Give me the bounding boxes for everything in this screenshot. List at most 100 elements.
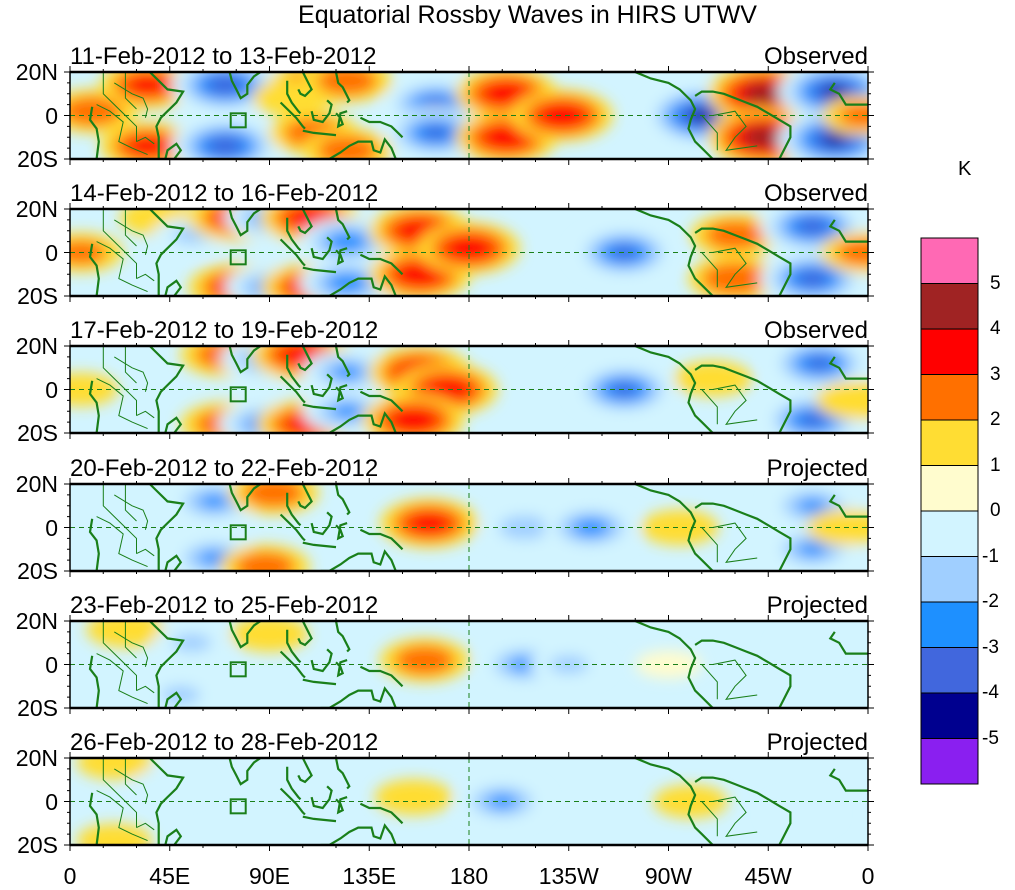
country-border: [712, 384, 758, 425]
colorbar-swatch: [920, 647, 979, 694]
country-border: [114, 219, 149, 255]
anomaly-contour: [611, 246, 637, 259]
region-box: [229, 249, 247, 266]
colorbar-unit-label: K: [958, 158, 972, 180]
country-border: [701, 801, 718, 837]
coastline: [634, 484, 714, 571]
panel-date-range: 26-Feb-2012 to 28-Feb-2012: [70, 729, 379, 756]
anomaly-contour: [132, 767, 207, 801]
colorbar-swatch: [920, 601, 979, 648]
x-tick-label: 180: [449, 863, 489, 889]
anomaly-contour: [407, 267, 433, 281]
anomaly-contour: [799, 413, 826, 427]
panel-status: Projected: [766, 729, 868, 756]
coastline: [335, 110, 348, 129]
panel-status: Projected: [766, 455, 868, 482]
y-tick-label: 20S: [17, 283, 58, 309]
coastline: [302, 266, 337, 274]
coastline: [164, 554, 183, 571]
coastline: [694, 639, 792, 708]
anomaly-contour: [797, 498, 828, 514]
anomaly-contour: [406, 511, 452, 535]
colorbar-tick-label: 2: [990, 409, 1001, 430]
coastline: [310, 373, 333, 398]
colorbar-tick-label: -4: [982, 682, 999, 703]
anomaly-contour: [400, 413, 427, 427]
coastline: [149, 209, 185, 296]
coastline: [359, 665, 404, 688]
region-box: [229, 798, 247, 815]
coastline: [228, 209, 262, 237]
region-box: [229, 524, 247, 541]
y-tick-label: 20N: [15, 333, 58, 359]
anomaly-contour: [394, 788, 434, 807]
anomaly-contour: [493, 87, 520, 101]
colorbar-swatch: [920, 738, 979, 785]
coastline: [297, 758, 313, 784]
country-border: [701, 252, 718, 288]
country-border: [712, 247, 758, 288]
coastline: [228, 346, 262, 374]
coastline: [310, 785, 333, 810]
coastline: [149, 72, 185, 159]
panel-status: Projected: [766, 592, 868, 619]
country-border: [102, 72, 137, 142]
coastline: [334, 346, 351, 378]
x-tick-label: 0: [63, 863, 77, 889]
colorbar-swatch: [920, 237, 979, 284]
anomaly-contour: [796, 218, 829, 235]
country-border: [96, 516, 148, 568]
coastline: [302, 129, 337, 137]
coastline: [310, 99, 333, 124]
map-panel-4: [70, 484, 868, 571]
coastline: [334, 72, 351, 104]
y-tick-label: 0: [45, 514, 58, 541]
country-border: [96, 790, 148, 842]
anomaly-contour: [693, 369, 733, 388]
region-box: [229, 661, 247, 678]
anomaly-contour: [434, 383, 460, 396]
country-border: [102, 484, 137, 554]
anomaly-contour: [742, 126, 785, 149]
coastline: [320, 411, 397, 433]
y-tick-label: 20N: [15, 196, 58, 222]
coastline: [279, 238, 306, 267]
coastline: [286, 766, 302, 801]
colorbar-tick-label: 5: [990, 272, 1001, 294]
coastline: [694, 776, 792, 845]
y-tick-label: 20N: [15, 608, 58, 634]
coastline: [359, 116, 404, 139]
map-panel-2: [70, 209, 868, 296]
map-panel-1: [70, 72, 868, 159]
colorbar-swatch: [920, 465, 979, 512]
coastline: [279, 787, 306, 816]
coastline: [359, 802, 404, 825]
y-tick-label: 0: [45, 102, 58, 129]
anomaly-contour: [660, 518, 700, 537]
anomaly-contour: [250, 559, 281, 571]
region-box: [229, 112, 247, 129]
x-tick-label: 0: [861, 863, 875, 889]
x-tick-label: 45E: [149, 863, 191, 889]
coastline: [359, 390, 404, 413]
coastline: [694, 227, 792, 296]
country-border: [701, 664, 718, 700]
y-tick-label: 0: [45, 376, 58, 403]
anomaly-contour: [250, 625, 289, 644]
country-border: [96, 653, 148, 705]
coastline: [828, 219, 868, 243]
anomaly-contour: [572, 518, 610, 537]
country-border: [712, 659, 758, 700]
coastline: [320, 686, 397, 708]
coastline: [335, 384, 348, 403]
coastline: [149, 484, 185, 571]
coastline: [334, 758, 351, 790]
anomaly-contour: [199, 494, 230, 509]
coastline: [164, 279, 183, 296]
x-tick-label: 45W: [744, 863, 792, 889]
coastline: [634, 621, 714, 708]
coastline: [164, 142, 183, 159]
panel-date-range: 17-Feb-2012 to 19-Feb-2012: [70, 317, 379, 344]
country-border: [114, 356, 149, 392]
coastline: [320, 823, 397, 845]
